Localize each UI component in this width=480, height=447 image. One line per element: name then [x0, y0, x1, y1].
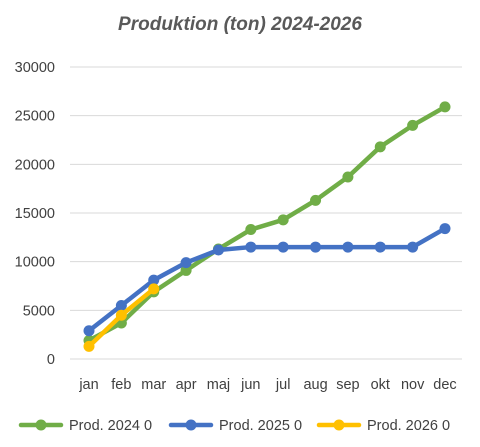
series-1	[83, 101, 451, 347]
legend-item: Prod. 2025 0	[168, 418, 302, 434]
x-tick-label: nov	[401, 377, 425, 393]
data-point	[83, 325, 95, 337]
x-axis-ticks: jan feb mar apr maj jun jul aug sep okt nov dec	[78, 377, 456, 393]
y-tick-label: 30000	[15, 60, 55, 76]
data-point	[115, 299, 127, 311]
legend-swatch-marker	[185, 419, 197, 431]
data-point	[342, 241, 354, 253]
data-point	[212, 244, 224, 256]
x-tick-label: jun	[240, 377, 260, 393]
legend-label: Prod. 2026 0	[367, 418, 450, 434]
x-tick-label: feb	[111, 377, 131, 393]
data-point	[148, 283, 160, 295]
data-point	[439, 223, 451, 235]
data-point	[83, 340, 95, 352]
legend-item: Prod. 2024 0	[18, 418, 152, 434]
x-tick-label: apr	[176, 377, 197, 393]
data-point	[310, 241, 322, 253]
legend-swatch-marker	[333, 419, 345, 431]
y-tick-label: 15000	[15, 206, 55, 222]
data-point	[374, 241, 386, 253]
data-point	[180, 257, 192, 269]
series-2	[83, 223, 451, 337]
legend-label: Prod. 2024 0	[69, 418, 152, 434]
legend-swatch-marker	[35, 419, 47, 431]
data-point	[277, 214, 289, 226]
data-point	[342, 171, 354, 183]
series-lines	[83, 101, 451, 352]
data-point	[180, 264, 192, 276]
x-tick-label: jan	[78, 377, 98, 393]
data-point	[277, 241, 289, 253]
y-tick-label: 5000	[23, 303, 55, 319]
legend-item: Prod. 2026 0	[316, 418, 450, 434]
chart-title: Produktion (ton) 2024-2026	[118, 14, 362, 35]
x-tick-label: okt	[371, 377, 390, 393]
data-point	[245, 224, 257, 236]
data-point	[407, 119, 419, 131]
data-point	[310, 194, 322, 206]
data-point	[407, 241, 419, 253]
legend: Prod. 2024 0 Prod. 2025 0 Prod. 2026 0	[18, 418, 450, 434]
x-tick-label: sep	[336, 377, 359, 393]
data-point	[148, 274, 160, 286]
series-line	[86, 226, 448, 334]
y-tick-label: 20000	[15, 157, 55, 173]
x-tick-label: jul	[275, 377, 291, 393]
legend-label: Prod. 2025 0	[219, 418, 302, 434]
data-point	[439, 101, 451, 113]
x-tick-label: maj	[207, 377, 230, 393]
data-point	[374, 141, 386, 153]
y-tick-label: 10000	[15, 255, 55, 271]
data-point	[245, 241, 257, 253]
y-axis-ticks: 0 5000 10000 15000 20000 25000 30000	[15, 60, 55, 368]
series-line	[86, 104, 448, 343]
y-tick-label: 0	[47, 352, 55, 368]
series-3	[83, 283, 160, 352]
x-tick-label: mar	[141, 377, 166, 393]
data-point	[115, 309, 127, 321]
y-tick-label: 25000	[15, 109, 55, 125]
x-tick-label: aug	[303, 377, 327, 393]
x-tick-label: dec	[433, 377, 456, 393]
